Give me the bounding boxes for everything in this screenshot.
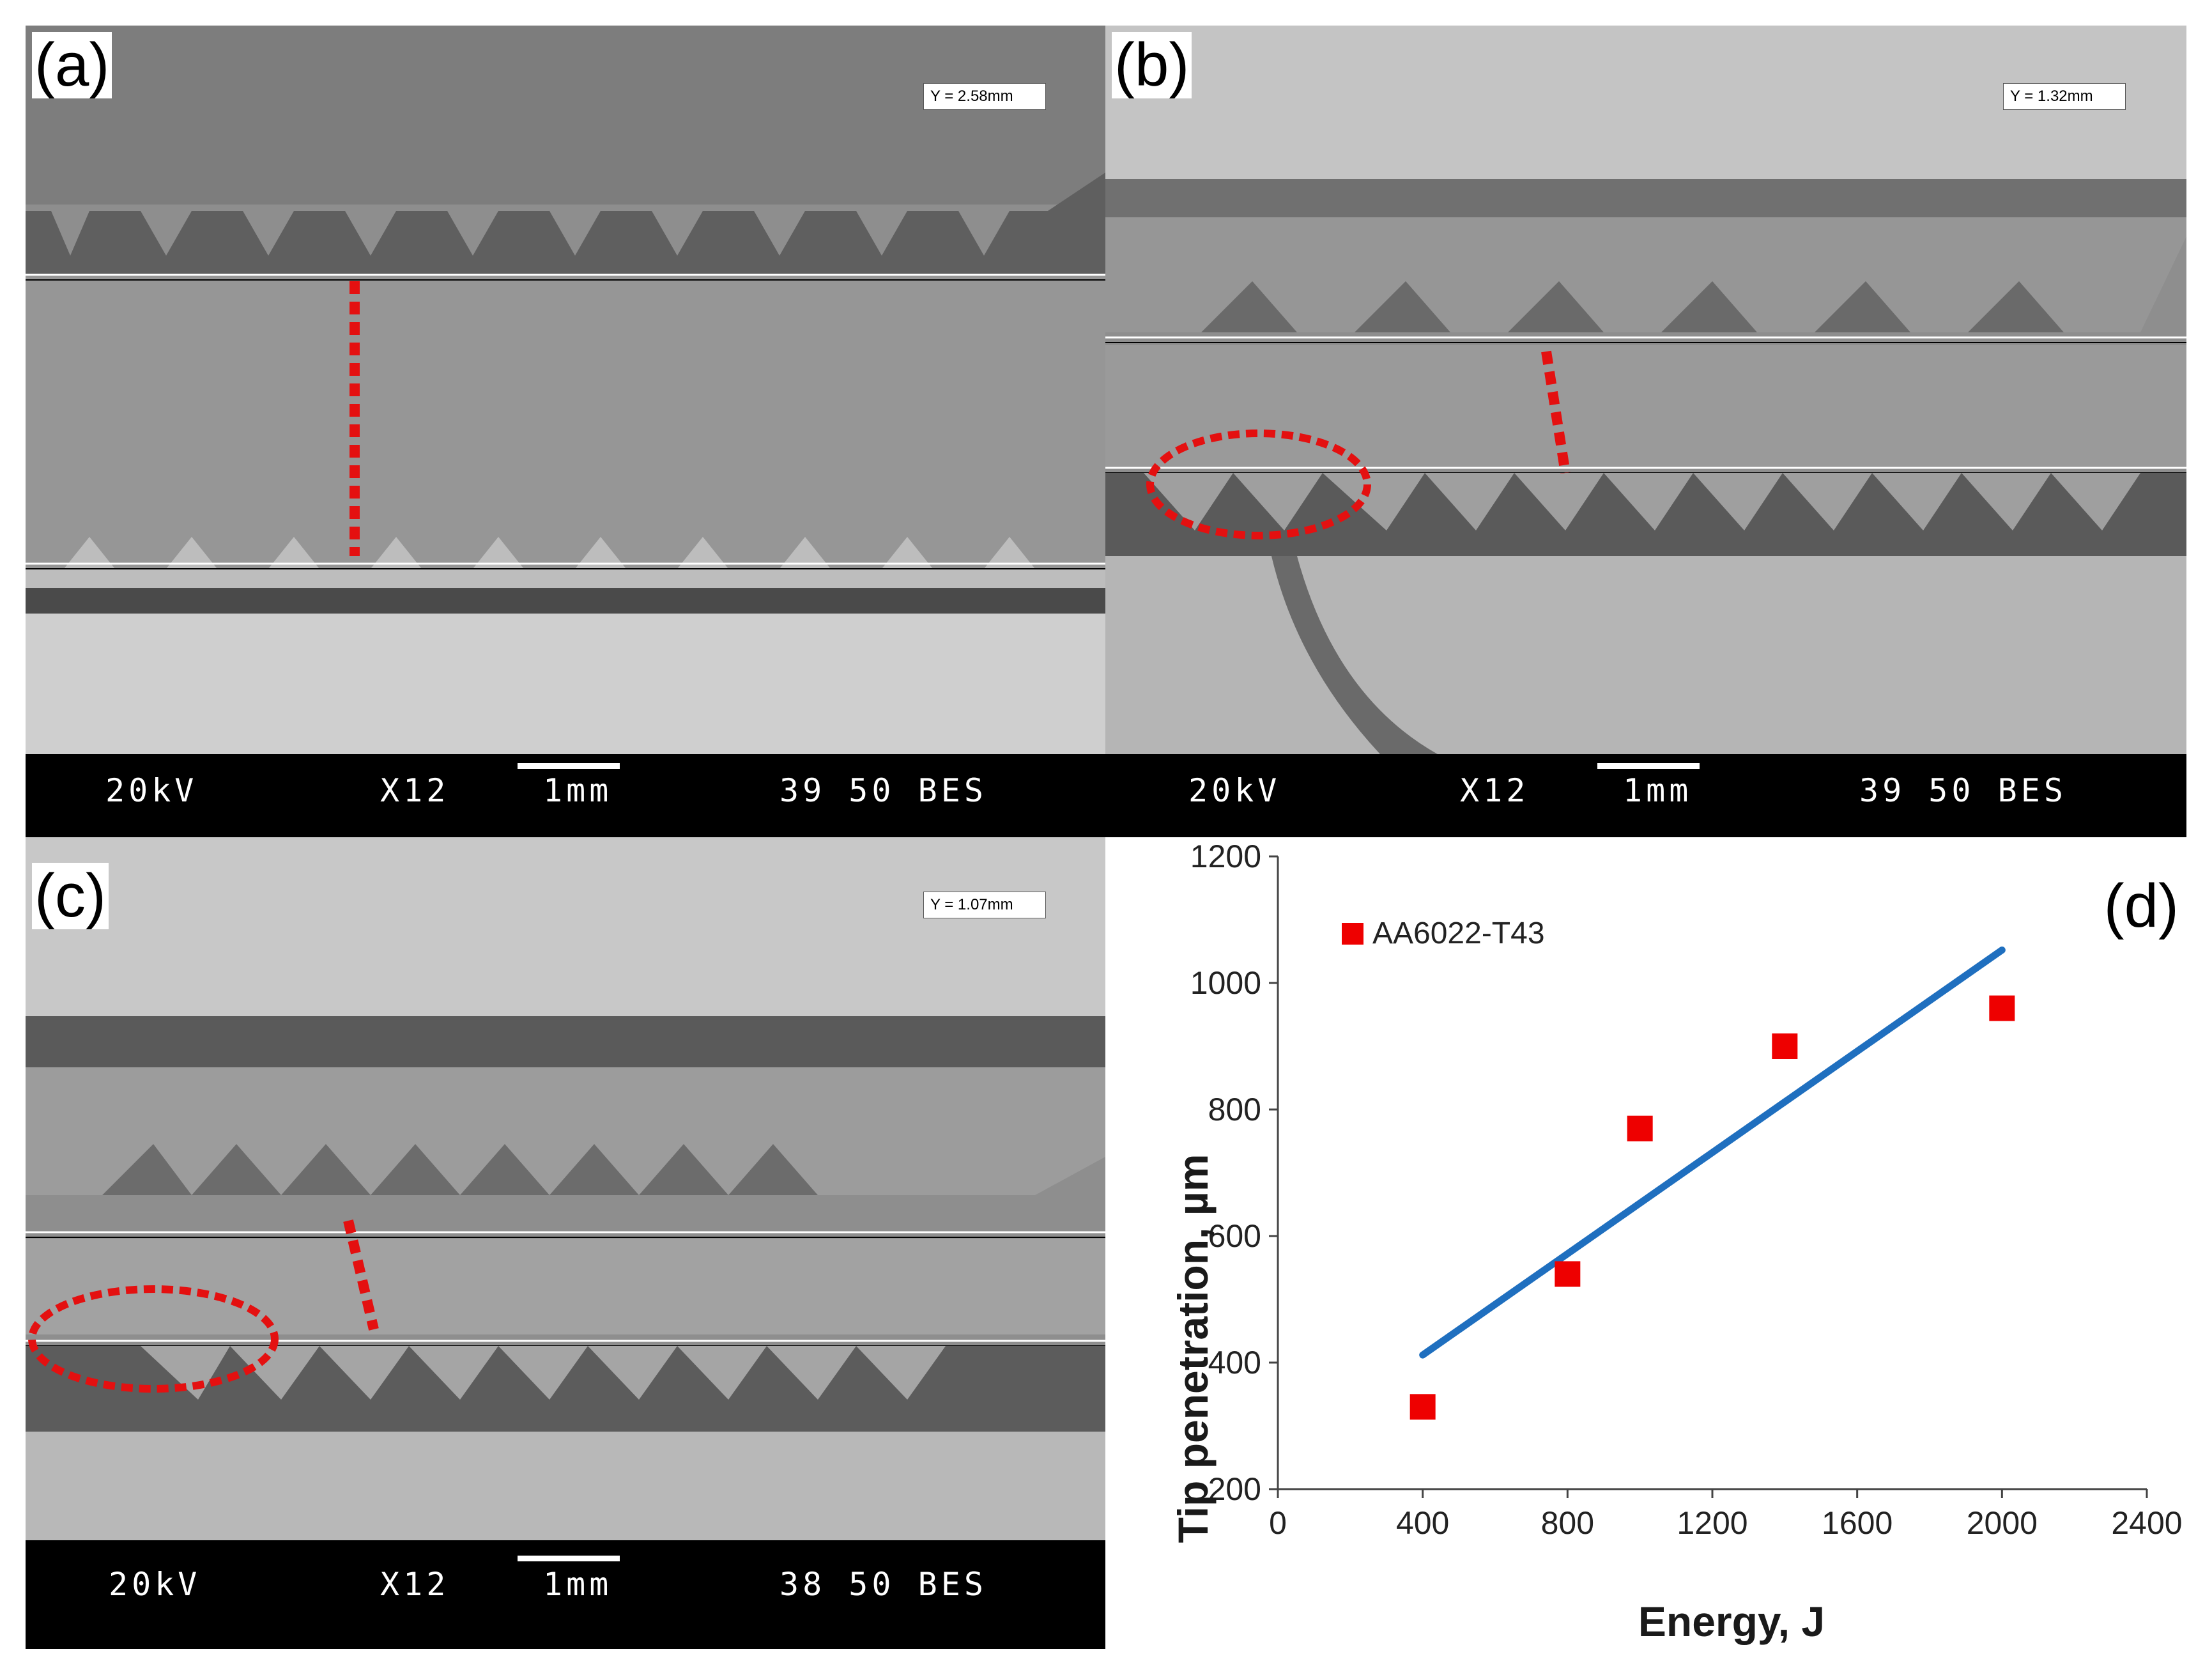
panel-label-d: (d)	[2104, 872, 2179, 940]
sem-panel-b: (b) Y = 1.32mm 20kV X12 1mm 39 50 BES	[1105, 26, 2186, 837]
sem-kv-c: 20kV	[109, 1566, 201, 1603]
scatter-chart: 0 400 800 1200 1600 2000 2400 200 400 600 800 1000 1…	[1169, 839, 2183, 1645]
sem-kv-b: 20kV	[1188, 772, 1281, 809]
legend-label: AA6022-T43	[1372, 916, 1545, 950]
chart-panel-d: 0 400 800 1200 1600 2000 2400 200 400 600 800 1000 1…	[1105, 837, 2212, 1667]
sem-info-c: 38 50 BES	[780, 1566, 987, 1603]
sem-mag-a: X12	[380, 772, 450, 809]
y-tick-label: 800	[1208, 1092, 1261, 1127]
y-readout-b: Y = 1.32mm	[2003, 83, 2126, 110]
data-point	[1409, 1394, 1436, 1420]
sem-scale-a: 1mm	[543, 772, 613, 809]
y-tick-label: 1000	[1190, 965, 1261, 1001]
sem-databar-b: 20kV X12 1mm 39 50 BES	[1105, 754, 2186, 837]
sem-panel-c: (c) Y = 1.07mm 20kV X12 1mm 38 50 BES	[26, 837, 1105, 1649]
sem-image-c	[26, 837, 1105, 1566]
y-tick-label: 400	[1208, 1345, 1261, 1380]
x-tick-label: 1600	[1822, 1505, 1893, 1541]
x-tick-label: 400	[1396, 1505, 1449, 1541]
x-tick-label: 1200	[1677, 1505, 1747, 1541]
data-point	[1989, 995, 2015, 1021]
scale-bar-c	[518, 1556, 620, 1561]
sem-info-a: 39 50 BES	[780, 772, 987, 809]
trendline	[1419, 947, 2006, 1359]
sem-info-b: 39 50 BES	[1859, 772, 2067, 809]
y-readout-c: Y = 1.07mm	[923, 892, 1046, 918]
sem-databar-c: 20kV X12 1mm 38 50 BES	[26, 1540, 1105, 1649]
y-tick-label: 200	[1208, 1471, 1261, 1507]
data-points	[1409, 995, 2015, 1420]
sem-mag-c: X12	[380, 1566, 450, 1603]
sem-panel-a: (a) Y = 2.58mm 20kV X12 1mm 39 50 BES	[26, 26, 1105, 837]
sem-mag-b: X12	[1460, 772, 1530, 809]
chart-ticks: 0 400 800 1200 1600 2000 2400 200 400 600 800 1000 1…	[1190, 839, 2183, 1541]
x-tick-label: 2400	[2111, 1505, 2182, 1541]
x-tick-label: 2000	[1967, 1505, 2038, 1541]
sem-databar-a: 20kV X12 1mm 39 50 BES	[26, 754, 1105, 837]
panel-label-a: (a)	[32, 32, 112, 98]
legend-marker	[1342, 923, 1363, 945]
sem-image-a	[26, 26, 1105, 754]
y-readout-a: Y = 2.58mm	[923, 83, 1046, 110]
x-tick-label: 0	[1269, 1505, 1287, 1541]
y-tick-label: 1200	[1190, 839, 1261, 874]
x-axis-label: Energy, J	[1638, 1598, 1825, 1645]
data-point	[1627, 1115, 1653, 1141]
chart-axes	[1277, 856, 2147, 1490]
sem-image-b	[1105, 26, 2186, 754]
panel-label-b: (b)	[1112, 32, 1192, 98]
scale-bar-b	[1597, 763, 1700, 769]
sem-kv-a: 20kV	[105, 772, 198, 809]
panel-label-c: (c)	[32, 863, 109, 929]
y-axis-label: Tip penetration, µm	[1169, 1154, 1217, 1543]
sem-scale-b: 1mm	[1623, 772, 1693, 809]
y-tick-label: 600	[1208, 1218, 1261, 1254]
data-point	[1555, 1261, 1581, 1287]
data-point	[1772, 1033, 1798, 1059]
x-tick-label: 800	[1541, 1505, 1594, 1541]
scale-bar-a	[518, 763, 620, 769]
sem-scale-c: 1mm	[543, 1566, 613, 1603]
trendline-group	[1419, 947, 2006, 1359]
